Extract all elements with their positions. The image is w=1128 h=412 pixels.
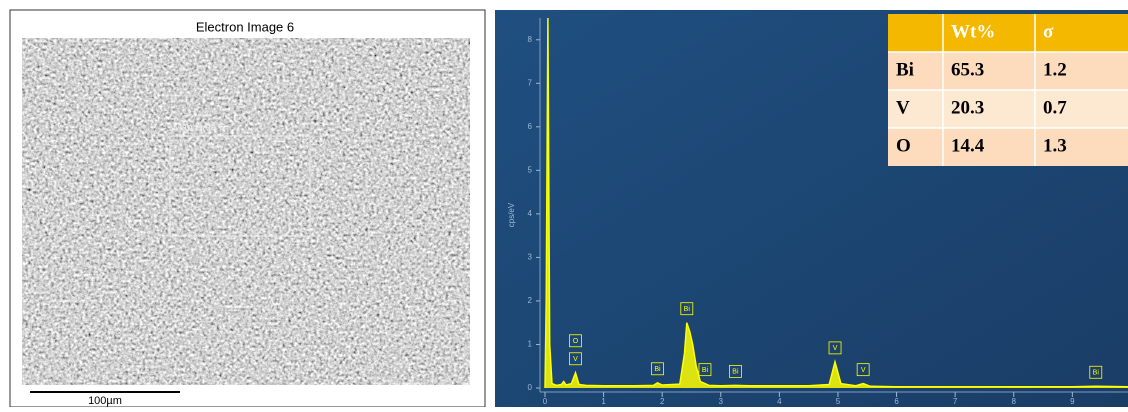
y-tick-label: 5 <box>528 165 533 174</box>
y-tick-label: 8 <box>528 35 533 44</box>
spectrum-line <box>544 17 1128 389</box>
scale-label: 100µm <box>88 395 122 407</box>
peak-label: V <box>833 345 838 352</box>
table-cell: 0.7 <box>1043 97 1067 118</box>
peak-label: Bi <box>732 369 739 376</box>
table-cell: O <box>896 135 911 156</box>
y-tick-label: 0 <box>528 383 533 392</box>
peak-label-box <box>680 302 694 316</box>
region-label: Map Data 6 <box>173 123 225 134</box>
peak-label-box <box>729 364 742 378</box>
peak-label-box <box>569 352 582 366</box>
table-cell: 14.4 <box>951 135 985 156</box>
peak-label: V <box>573 356 578 363</box>
sem-image <box>22 38 470 385</box>
peak-label: V <box>861 367 866 374</box>
peak-label: Bi <box>684 306 691 313</box>
header-cell: σ <box>1043 21 1054 42</box>
x-tick-label: 2 <box>660 397 665 406</box>
peak-label-box <box>856 363 870 377</box>
table-cell: 20.3 <box>951 97 984 118</box>
table-row <box>888 90 1128 128</box>
table-cell: V <box>896 97 910 118</box>
x-tick-label: 7 <box>953 397 958 406</box>
result-table: Wt% σ Bi 65.3 1.2 V 20.3 0.7 O 14.4 1.3 <box>888 14 1128 166</box>
y-tick-label: 6 <box>528 122 533 131</box>
peak-label-box <box>1089 365 1103 379</box>
x-tick-label: 5 <box>836 397 841 406</box>
x-tick-label: 3 <box>719 397 724 406</box>
map-region <box>169 135 311 237</box>
peak-label: Bi <box>702 367 709 374</box>
table-row <box>888 128 1128 166</box>
x-tick-label: 8 <box>1012 397 1017 406</box>
peak-label-box <box>651 362 664 376</box>
y-tick-label: 1 <box>528 340 533 349</box>
x-tick-label: 6 <box>894 397 899 406</box>
header-cell: Wt% <box>951 21 995 42</box>
y-tick-label: 2 <box>528 296 533 305</box>
header-row <box>888 14 1128 52</box>
y-axis-label: cps/eV <box>507 202 516 227</box>
table-cell: 1.3 <box>1043 135 1067 156</box>
table-cell: 1.2 <box>1043 59 1067 80</box>
table-row <box>888 52 1128 90</box>
x-tick-label: 4 <box>777 397 782 406</box>
x-tick-label: 0 <box>543 397 548 406</box>
peak-label-box <box>828 341 842 355</box>
peak-label-box <box>698 363 712 377</box>
y-tick-label: 4 <box>528 209 533 218</box>
x-tick-label: 1 <box>601 397 606 406</box>
peak-label: Bi <box>1093 370 1100 377</box>
image-title: Electron Image 6 <box>196 19 294 34</box>
x-tick-label: 9 <box>1070 397 1075 406</box>
peak-label-box <box>569 334 582 348</box>
y-tick-label: 3 <box>528 253 533 262</box>
peak-label: O <box>573 338 579 345</box>
table-cell: Bi <box>896 59 914 80</box>
y-tick-label: 7 <box>528 78 533 87</box>
table-cell: 65.3 <box>951 59 984 80</box>
peak-label: Bi <box>654 366 661 373</box>
